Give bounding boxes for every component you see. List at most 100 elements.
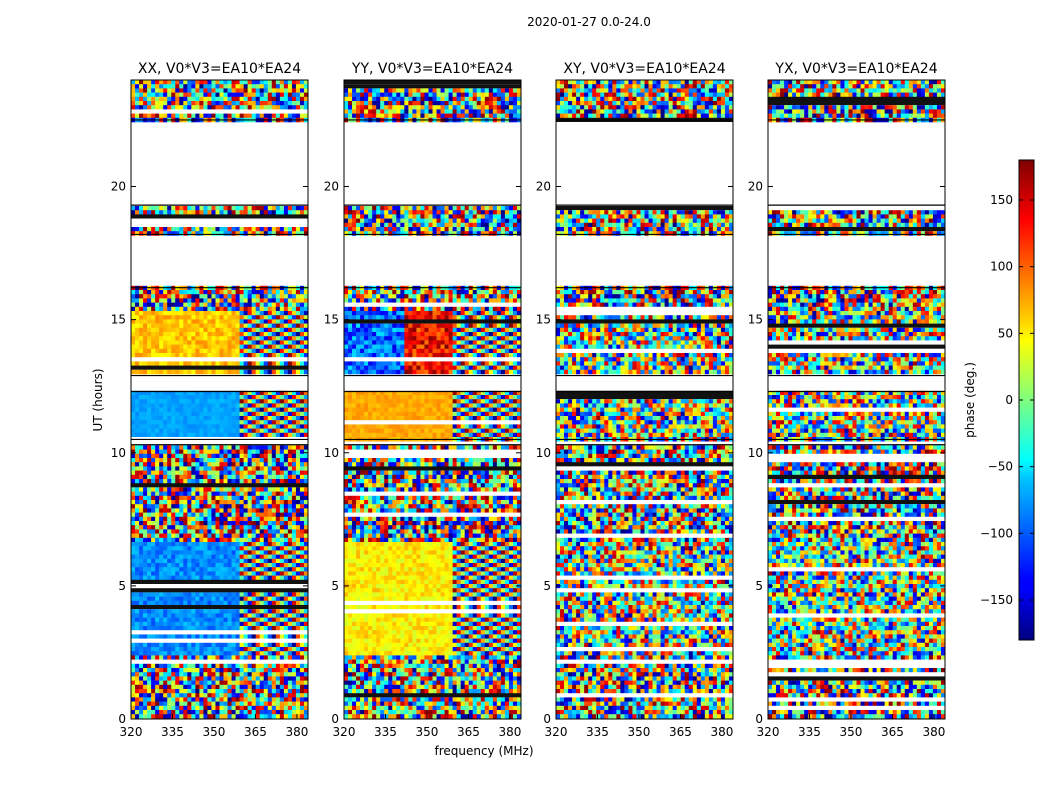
heatmap-cell [171,231,176,236]
heatmap-cell [199,416,204,421]
heatmap-cell [239,600,244,606]
heatmap-cell [247,227,252,232]
heatmap-cell [171,508,176,513]
heatmap-cell [151,105,156,110]
heatmap-cell [195,294,200,299]
heatmap-cell [448,218,453,224]
heatmap-cell [275,701,281,707]
heatmap-cell [139,516,144,522]
heatmap-cell [267,663,273,669]
heatmap-cell [183,462,188,467]
heatmap-cell [163,617,168,623]
heatmap-cell [155,298,160,303]
heatmap-cell [247,302,252,308]
heatmap-cell [147,697,152,702]
heatmap-cell [155,516,160,522]
heatmap-cell [267,500,273,505]
heatmap-cell [303,399,309,404]
heatmap-cell [195,428,200,434]
heatmap-cell [203,403,208,408]
heatmap-cell [239,424,244,429]
heatmap-cell [440,92,445,98]
heatmap-cell [416,218,421,224]
heatmap-cell [291,680,297,686]
heatmap-cell [235,668,240,673]
heatmap-cell [147,311,152,316]
heatmap-cell [275,575,281,581]
heatmap-cell [416,214,421,219]
heatmap-cell [155,521,160,526]
heatmap-cell [287,462,293,467]
heatmap-cell [259,340,265,345]
heatmap-cell [299,210,305,215]
heatmap-cell [271,105,277,110]
heatmap-cell [444,109,449,114]
heatmap-cell [271,466,277,471]
heatmap-cell [191,407,196,413]
heatmap-cell [303,672,309,677]
heatmap-cell [167,689,172,694]
heatmap-cell [199,210,204,215]
heatmap-cell [219,546,224,551]
heatmap-cell [247,315,252,320]
heatmap-cell [159,323,164,329]
heatmap-cell [227,88,232,93]
heatmap-cell [183,710,188,715]
heatmap-cell [151,487,156,492]
heatmap-cell [227,546,232,551]
heatmap-cell [227,344,232,350]
heatmap-cell [151,298,156,303]
heatmap-cell [147,495,152,501]
heatmap-cell [131,105,136,110]
heatmap-cell [271,680,277,686]
heatmap-cell [239,571,244,576]
heatmap-cell [243,521,248,526]
heatmap-cell [219,521,224,526]
heatmap-cell [279,626,285,631]
heatmap-cell [400,206,405,211]
heatmap-cell [303,558,309,564]
heatmap-cell [283,487,289,492]
heatmap-cell [440,206,445,211]
heatmap-cell [295,705,301,711]
heatmap-cell [372,218,377,224]
heatmap-cell [279,105,285,110]
heatmap-cell [195,105,200,110]
heatmap-cell [287,399,293,404]
heatmap-cell [303,390,309,396]
heatmap-cell [223,105,228,110]
heatmap-cell [187,487,192,492]
heatmap-cell [203,332,208,337]
heatmap-cell [271,294,277,299]
heatmap-cell [348,101,353,106]
heatmap-cell [231,474,236,480]
heatmap-cell [283,369,289,375]
heatmap-cell [163,411,168,417]
heatmap-cell [271,206,277,211]
heatmap-cell [139,626,144,631]
heatmap-cell [219,403,224,408]
heatmap-cell [231,529,236,534]
heatmap-cell [295,336,301,341]
heatmap-cell [131,676,136,681]
heatmap-cell [183,84,188,89]
heatmap-cell [191,655,196,660]
heatmap-cell [155,416,160,421]
heatmap-cell [139,554,144,560]
heatmap-cell [151,567,156,572]
heatmap-cell [191,290,196,295]
heatmap-cell [243,105,248,110]
heatmap-cell [267,407,273,413]
heatmap-cell [227,500,232,505]
heatmap-cell [211,92,216,98]
heatmap-cell [207,470,212,476]
heatmap-cell [195,525,200,530]
heatmap-cell [211,101,216,106]
heatmap-cell [135,634,140,639]
heatmap-cell [199,567,204,572]
heatmap-cell [223,680,228,686]
heatmap-cell [215,407,220,413]
heatmap-cell [159,403,164,408]
heatmap-cell [263,693,269,698]
heatmap-cell [251,462,257,467]
